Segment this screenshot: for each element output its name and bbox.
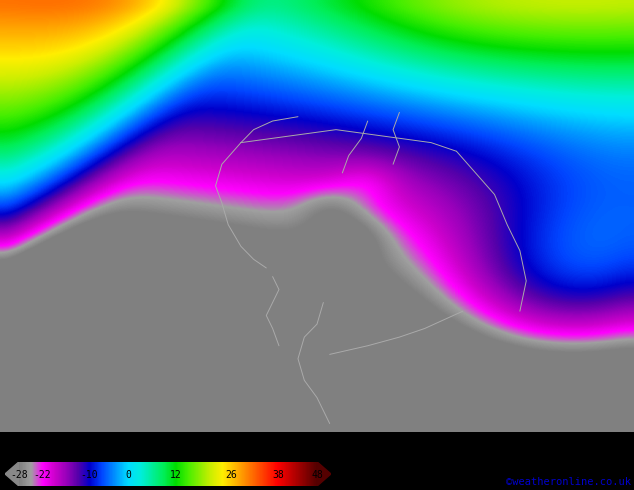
- Text: 48: 48: [311, 470, 323, 480]
- Text: 26: 26: [225, 470, 236, 480]
- Text: 38: 38: [272, 470, 283, 480]
- Polygon shape: [317, 462, 331, 486]
- Polygon shape: [5, 462, 19, 486]
- Text: -22: -22: [34, 470, 51, 480]
- Text: ©weatheronline.co.uk: ©weatheronline.co.uk: [506, 477, 631, 487]
- Text: 0: 0: [126, 470, 132, 480]
- Text: -10: -10: [81, 470, 98, 480]
- Text: We 29-05-2024 06:00 UTC (06+24): We 29-05-2024 06:00 UTC (06+24): [410, 435, 631, 448]
- Text: 12: 12: [170, 470, 182, 480]
- Text: Temperature (2m) [°C] ECMWF: Temperature (2m) [°C] ECMWF: [3, 435, 195, 448]
- Text: -28: -28: [10, 470, 28, 480]
